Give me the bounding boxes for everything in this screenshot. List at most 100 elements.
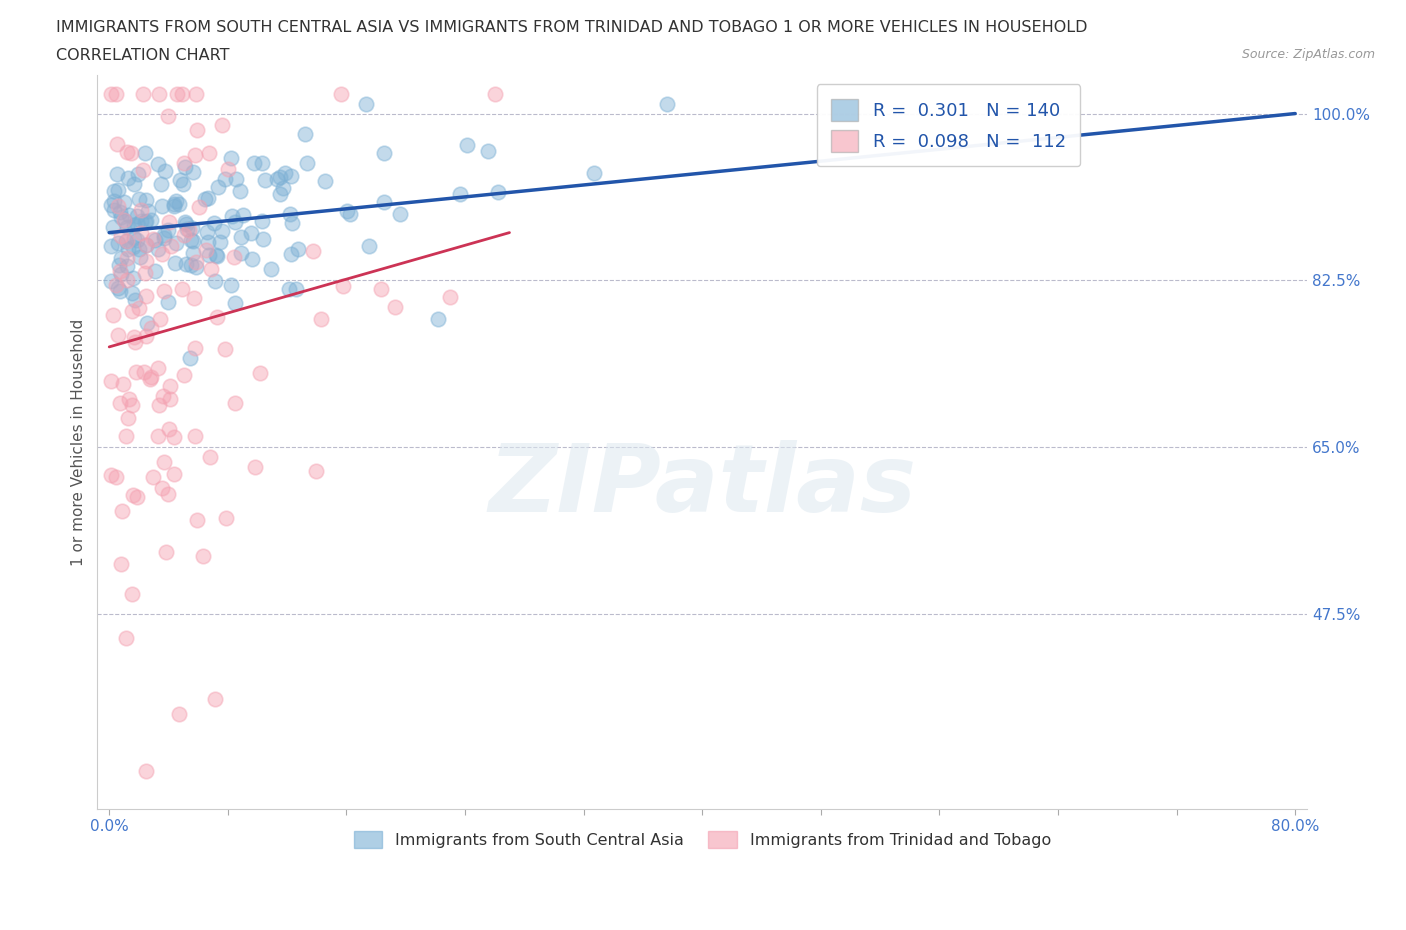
Point xyxy=(224,215,246,230)
Point xyxy=(179,350,201,365)
Point xyxy=(242,156,264,171)
Point xyxy=(131,87,153,102)
Point xyxy=(170,87,193,102)
Point xyxy=(150,481,173,496)
Point xyxy=(204,692,226,707)
Point xyxy=(176,221,198,236)
Point xyxy=(135,328,157,343)
Point xyxy=(110,209,132,224)
Point xyxy=(205,310,228,325)
Point xyxy=(103,183,125,198)
Point xyxy=(252,232,274,246)
Point xyxy=(148,87,170,102)
Point xyxy=(211,223,233,238)
Point xyxy=(129,214,152,229)
Point xyxy=(181,233,204,248)
Point xyxy=(135,193,157,207)
Point xyxy=(103,307,125,322)
Point xyxy=(155,545,177,560)
Point xyxy=(239,226,262,241)
Point xyxy=(172,281,194,296)
Point xyxy=(134,215,156,230)
Point xyxy=(427,312,450,326)
Point xyxy=(122,177,145,192)
Point xyxy=(122,231,145,246)
Point xyxy=(135,214,157,229)
Point xyxy=(280,168,302,183)
Point xyxy=(112,377,135,392)
Point xyxy=(143,232,166,247)
Point xyxy=(273,180,295,195)
Point xyxy=(108,205,131,219)
Point xyxy=(181,246,204,260)
Point xyxy=(156,486,179,501)
Point xyxy=(150,246,173,261)
Point xyxy=(142,232,165,246)
Point xyxy=(229,184,252,199)
Point xyxy=(191,549,214,564)
Point xyxy=(295,155,318,170)
Point xyxy=(184,254,207,269)
Point xyxy=(370,281,392,296)
Point xyxy=(157,223,180,238)
Point xyxy=(180,232,202,247)
Point xyxy=(103,193,125,208)
Point xyxy=(148,397,170,412)
Point xyxy=(160,238,183,253)
Point xyxy=(121,398,143,413)
Point xyxy=(107,280,129,295)
Point xyxy=(122,240,145,255)
Point xyxy=(110,263,132,278)
Point xyxy=(280,206,302,221)
Point xyxy=(122,330,145,345)
Point xyxy=(142,470,165,485)
Point xyxy=(260,261,283,276)
Point xyxy=(114,631,136,645)
Point xyxy=(103,202,125,217)
Point xyxy=(105,87,128,102)
Point xyxy=(135,316,157,331)
Point xyxy=(132,163,155,178)
Point xyxy=(219,151,242,166)
Point xyxy=(108,258,131,272)
Point xyxy=(159,379,181,393)
Point xyxy=(177,222,200,237)
Point xyxy=(176,257,198,272)
Point xyxy=(266,171,288,186)
Point xyxy=(176,217,198,232)
Point xyxy=(204,273,226,288)
Point xyxy=(107,236,129,251)
Point xyxy=(183,291,205,306)
Point xyxy=(219,277,242,292)
Point xyxy=(359,239,381,254)
Point xyxy=(198,449,221,464)
Point xyxy=(110,251,132,266)
Point xyxy=(139,372,162,387)
Point xyxy=(486,184,509,199)
Point xyxy=(314,174,336,189)
Point xyxy=(150,199,173,214)
Point xyxy=(229,230,252,245)
Point xyxy=(128,300,150,315)
Text: ZIPatlas: ZIPatlas xyxy=(488,440,917,532)
Point xyxy=(157,295,180,310)
Point xyxy=(152,388,174,403)
Point xyxy=(105,278,128,293)
Point xyxy=(250,214,273,229)
Point xyxy=(245,460,267,475)
Point xyxy=(332,278,354,293)
Point xyxy=(139,213,162,228)
Point xyxy=(118,207,141,222)
Point xyxy=(285,282,308,297)
Point xyxy=(146,361,169,376)
Point xyxy=(224,296,246,311)
Point xyxy=(115,233,138,248)
Point xyxy=(186,123,208,138)
Text: IMMIGRANTS FROM SOUTH CENTRAL ASIA VS IMMIGRANTS FROM TRINIDAD AND TOBAGO 1 OR M: IMMIGRANTS FROM SOUTH CENTRAL ASIA VS IM… xyxy=(56,20,1088,35)
Point xyxy=(110,229,132,244)
Point xyxy=(107,166,129,181)
Point xyxy=(121,587,143,602)
Text: CORRELATION CHART: CORRELATION CHART xyxy=(56,48,229,63)
Point xyxy=(197,234,219,249)
Point xyxy=(153,164,176,179)
